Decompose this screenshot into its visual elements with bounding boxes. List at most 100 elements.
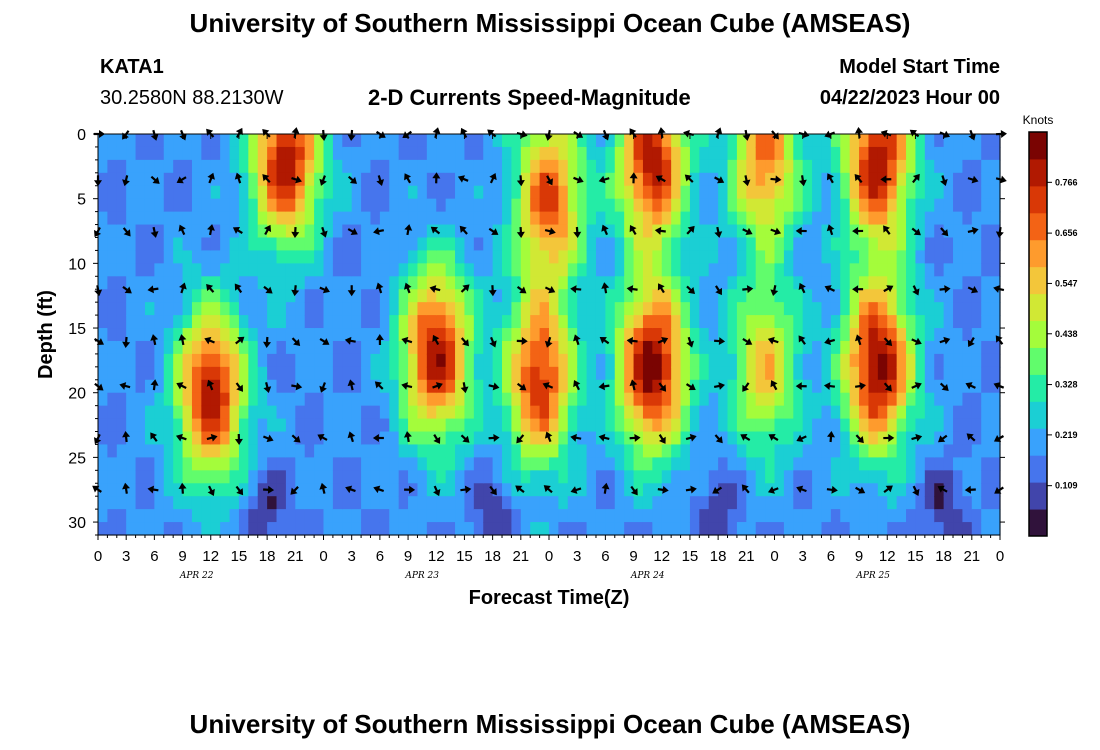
speed-cell [915, 470, 926, 484]
speed-cell [530, 457, 541, 471]
speed-cell [774, 159, 785, 174]
speed-cell [727, 315, 738, 329]
speed-cell [595, 302, 606, 316]
speed-cell [511, 496, 522, 510]
speed-cell [962, 470, 973, 484]
speed-cell [389, 134, 400, 148]
speed-cell [304, 353, 315, 368]
speed-cell [915, 522, 926, 536]
current-arrow [176, 176, 187, 184]
speed-cell [567, 470, 578, 484]
speed-cell [323, 276, 334, 290]
speed-cell [962, 134, 973, 148]
speed-cell [802, 353, 813, 368]
speed-cell [840, 237, 851, 252]
speed-cell [436, 159, 447, 174]
speed-cell [859, 263, 870, 277]
speed-cell [633, 315, 644, 329]
speed-cell [135, 146, 146, 161]
speed-cell [238, 276, 249, 290]
colorbar [1029, 132, 1047, 537]
speed-cell [135, 134, 146, 148]
colorbar-title: Knots [1023, 113, 1054, 127]
colorbar-swatch [1029, 482, 1047, 510]
speed-cell [642, 444, 653, 458]
speed-cell [116, 483, 127, 497]
speed-cell [774, 457, 785, 471]
current-arrow [460, 284, 470, 293]
speed-cell [417, 379, 428, 394]
speed-cell [342, 159, 353, 174]
speed-cell [896, 211, 907, 226]
speed-cell [539, 224, 550, 239]
speed-cell [389, 366, 400, 381]
speed-cell [229, 392, 240, 407]
speed-cell [962, 302, 973, 316]
speed-cell [877, 211, 888, 226]
speed-cell [473, 237, 484, 252]
speed-cell [267, 185, 278, 200]
speed-cell [746, 315, 757, 329]
speed-cell [718, 211, 729, 226]
speed-cell [539, 237, 550, 252]
speed-cell [285, 276, 296, 290]
speed-cell [558, 340, 569, 355]
speed-cell [840, 483, 851, 497]
speed-cell [699, 302, 710, 316]
speed-cell [511, 211, 522, 226]
speed-cell [173, 509, 184, 523]
speed-cell [370, 198, 381, 213]
current-arrow [515, 485, 525, 493]
speed-cell [642, 340, 653, 355]
speed-cell [830, 366, 841, 381]
speed-cell [191, 509, 202, 523]
speed-cell [953, 224, 964, 239]
speed-cell [896, 185, 907, 200]
current-arrow [544, 227, 556, 236]
speed-cell [943, 211, 954, 226]
current-arrow [911, 433, 923, 442]
speed-cell [210, 224, 221, 239]
speed-cell [783, 289, 794, 303]
speed-cell [191, 159, 202, 174]
speed-cell [765, 198, 776, 213]
speed-cell [990, 522, 1001, 536]
speed-cell [934, 237, 945, 252]
x-tick-label: 3 [122, 548, 130, 565]
speed-cell [370, 302, 381, 316]
speed-cell [821, 353, 832, 368]
speed-cell [943, 509, 954, 523]
speed-cell [783, 237, 794, 252]
speed-cell [530, 509, 541, 523]
speed-cell [408, 237, 419, 252]
speed-cell [182, 366, 193, 381]
speed-cell [276, 250, 287, 264]
speed-cell [295, 431, 306, 446]
speed-cell [821, 263, 832, 277]
speed-cell [981, 392, 992, 407]
speed-cell [943, 405, 954, 420]
current-arrow [883, 433, 895, 442]
speed-cell [793, 444, 804, 458]
speed-cell [182, 250, 193, 264]
speed-cell [135, 509, 146, 523]
speed-cell [520, 263, 531, 277]
speed-cell [605, 457, 616, 471]
speed-cell [971, 366, 982, 381]
speed-cell [971, 496, 982, 510]
speed-cell [361, 418, 372, 433]
speed-cell [238, 392, 249, 407]
current-arrow [657, 283, 665, 294]
speed-cell [163, 328, 174, 342]
current-arrow [626, 285, 638, 294]
speed-cell [924, 392, 935, 407]
speed-cell [859, 134, 870, 148]
speed-cell [586, 483, 597, 497]
speed-cell [906, 237, 917, 252]
speed-cell [708, 444, 719, 458]
speed-cell [614, 237, 625, 252]
speed-cell [642, 237, 653, 252]
speed-cell [887, 444, 898, 458]
speed-cell [586, 198, 597, 213]
current-arrow [234, 433, 243, 445]
